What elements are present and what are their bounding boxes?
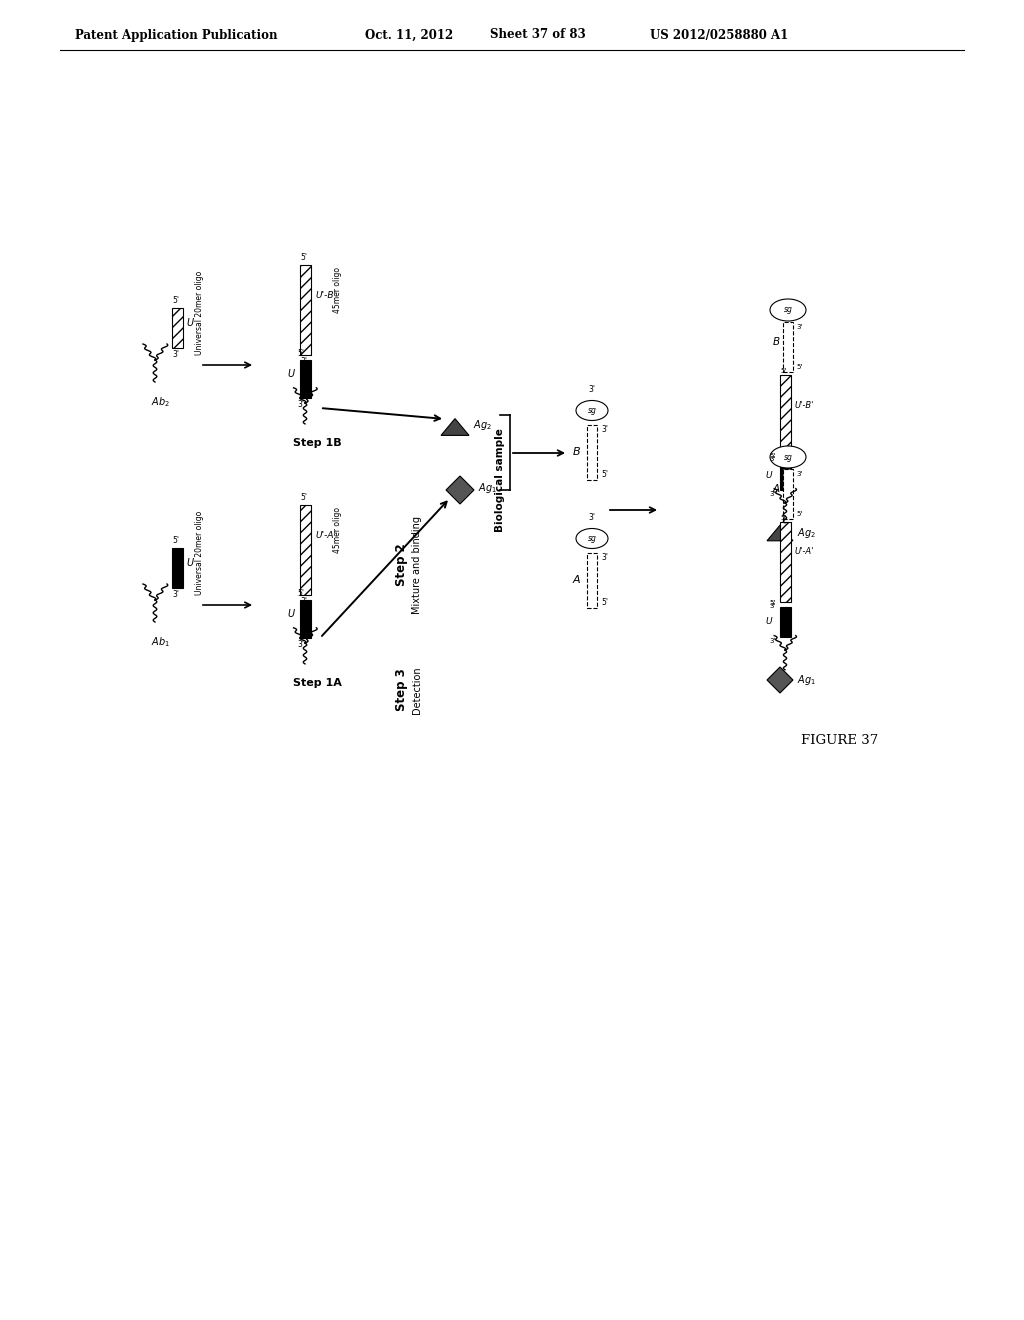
Text: FIGURE 37: FIGURE 37 — [802, 734, 879, 747]
Text: sg: sg — [783, 453, 793, 462]
Bar — [779, 375, 791, 455]
Bar — [299, 601, 310, 638]
Bar — [783, 469, 793, 519]
Text: 5': 5' — [172, 536, 179, 545]
Text: U: U — [765, 618, 772, 627]
Bar — [171, 308, 182, 348]
Text: 45mer oligo: 45mer oligo — [333, 507, 341, 553]
Text: 5': 5' — [796, 511, 802, 517]
Bar — [171, 548, 182, 587]
Text: 5': 5' — [781, 368, 787, 374]
Text: sg: sg — [588, 535, 596, 543]
Text: Step 1B: Step 1B — [293, 438, 341, 447]
Text: Oct. 11, 2012: Oct. 11, 2012 — [365, 29, 454, 41]
Text: U'-A': U'-A' — [315, 531, 336, 540]
Text: 3': 3' — [589, 513, 596, 523]
Text: 5': 5' — [781, 515, 787, 521]
Text: B: B — [572, 447, 580, 457]
Text: $Ag_2$: $Ag_2$ — [473, 418, 492, 432]
Text: 3': 3' — [601, 425, 608, 434]
Text: $Ag_1$: $Ag_1$ — [478, 480, 497, 495]
Text: 3': 3' — [172, 350, 179, 359]
Text: Step 3: Step 3 — [395, 669, 408, 711]
Text: A: A — [773, 484, 780, 494]
Text: Mixture and binding: Mixture and binding — [412, 516, 422, 614]
Text: 45mer oligo: 45mer oligo — [333, 267, 341, 313]
Bar — [779, 607, 791, 638]
Text: 3': 3' — [796, 471, 803, 477]
Text: 5': 5' — [770, 453, 776, 459]
Bar — [299, 360, 310, 399]
Ellipse shape — [575, 528, 608, 549]
Text: 3': 3' — [770, 603, 776, 609]
Bar — [299, 506, 310, 595]
Text: U: U — [186, 318, 194, 327]
Text: $Ab_1$: $Ab_1$ — [151, 635, 170, 649]
Text: 5': 5' — [300, 253, 307, 261]
Bar — [299, 265, 310, 355]
Text: Detection: Detection — [412, 667, 422, 714]
Ellipse shape — [575, 400, 608, 421]
Polygon shape — [767, 525, 793, 541]
Text: Step 2: Step 2 — [395, 544, 408, 586]
Text: U'-B': U'-B' — [315, 290, 336, 300]
Text: 3': 3' — [601, 553, 608, 562]
Text: Sheet 37 of 83: Sheet 37 of 83 — [490, 29, 586, 41]
Text: US 2012/0258880 A1: US 2012/0258880 A1 — [650, 29, 788, 41]
Text: 5': 5' — [300, 492, 307, 502]
Text: 3': 3' — [300, 356, 307, 366]
Text: 5': 5' — [601, 598, 608, 607]
Text: 5': 5' — [770, 601, 776, 606]
Text: B: B — [773, 337, 780, 347]
Text: 3': 3' — [589, 385, 596, 395]
Bar — [587, 553, 597, 607]
Text: 5': 5' — [297, 348, 304, 358]
Text: 3': 3' — [297, 640, 304, 649]
Bar — [783, 322, 793, 372]
Polygon shape — [767, 667, 793, 693]
Text: U'-B': U'-B' — [795, 400, 814, 409]
Text: sg: sg — [783, 305, 793, 314]
Text: Step 1A: Step 1A — [293, 678, 341, 688]
Bar — [779, 459, 791, 490]
Polygon shape — [441, 418, 469, 436]
Text: 5': 5' — [601, 470, 608, 479]
Text: 5': 5' — [297, 589, 304, 598]
Text: sg: sg — [588, 407, 596, 414]
Text: U: U — [288, 370, 295, 379]
Text: 5': 5' — [796, 364, 802, 370]
Text: Biological sample: Biological sample — [495, 428, 505, 532]
Bar — [779, 521, 791, 602]
Text: 3': 3' — [297, 400, 304, 409]
Text: Universal 20mer oligo: Universal 20mer oligo — [196, 271, 205, 355]
Text: U: U — [186, 558, 194, 568]
Text: $Ag_1$: $Ag_1$ — [797, 673, 816, 686]
Text: 3': 3' — [796, 323, 803, 330]
Text: 3': 3' — [770, 455, 776, 462]
Text: U: U — [765, 470, 772, 479]
Text: 5': 5' — [172, 296, 179, 305]
Polygon shape — [446, 477, 474, 504]
Bar — [587, 425, 597, 479]
Text: 3': 3' — [300, 597, 307, 606]
Text: 3': 3' — [770, 491, 776, 498]
Text: Universal 20mer oligo: Universal 20mer oligo — [196, 511, 205, 595]
Text: $Ab_2$: $Ab_2$ — [151, 395, 169, 409]
Text: 3': 3' — [172, 590, 179, 599]
Text: U: U — [288, 609, 295, 619]
Ellipse shape — [770, 446, 806, 469]
Ellipse shape — [770, 300, 806, 321]
Text: 3': 3' — [770, 638, 776, 644]
Text: $Ag_2$: $Ag_2$ — [797, 525, 816, 540]
Text: Patent Application Publication: Patent Application Publication — [75, 29, 278, 41]
Text: A: A — [572, 576, 580, 585]
Text: U'-A': U'-A' — [795, 548, 814, 557]
